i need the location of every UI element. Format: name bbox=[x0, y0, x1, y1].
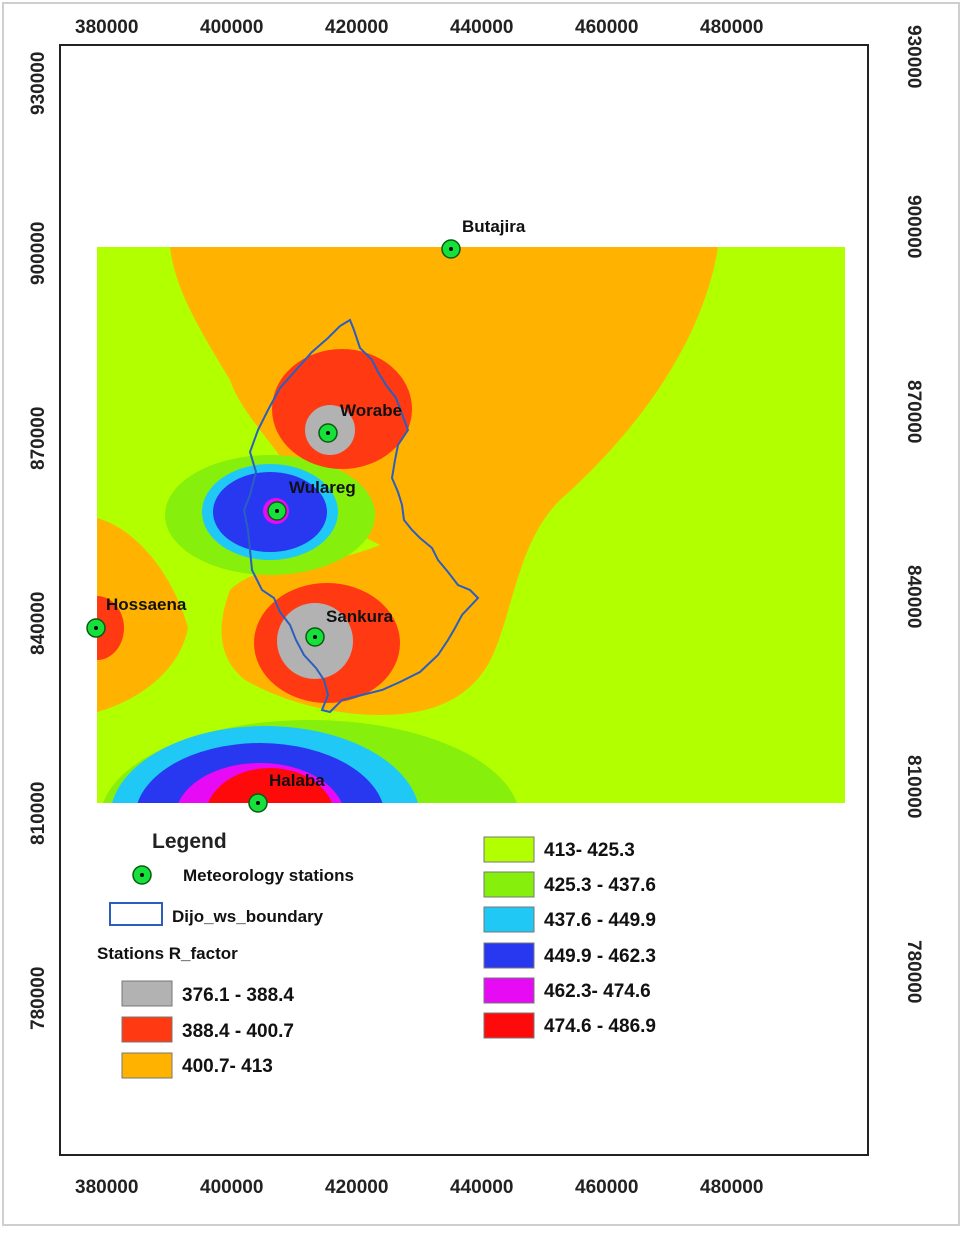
legend-boundary-label: Dijo_ws_boundary bbox=[172, 907, 324, 926]
x-tick-top-4: 460000 bbox=[575, 17, 638, 38]
y-tick-right-4: 810000 bbox=[903, 755, 924, 818]
y-tick-right-5: 780000 bbox=[903, 940, 924, 1003]
legend-class-label: 437.6 - 449.9 bbox=[544, 910, 656, 931]
x-tick-bottom-2: 420000 bbox=[325, 1177, 388, 1198]
boundary-legend-icon bbox=[110, 903, 162, 925]
y-tick-right-1: 900000 bbox=[903, 195, 924, 258]
station-label-worabe: Worabe bbox=[340, 401, 402, 420]
legend-stations-label: Meteorology stations bbox=[183, 866, 354, 885]
legend-swatch bbox=[484, 837, 534, 862]
legend-class-label: 449.9 - 462.3 bbox=[544, 946, 656, 967]
legend-class-label: 425.3 - 437.6 bbox=[544, 875, 656, 896]
x-tick-top-0: 380000 bbox=[75, 17, 138, 38]
x-tick-top-1: 400000 bbox=[200, 17, 263, 38]
y-tick-left-1: 900000 bbox=[28, 222, 49, 285]
y-tick-right-2: 870000 bbox=[903, 380, 924, 443]
y-tick-left-3: 840000 bbox=[28, 592, 49, 655]
legend-class-0: 376.1 - 388.4 bbox=[122, 981, 294, 1006]
y-tick-right-3: 840000 bbox=[903, 565, 924, 628]
legend-swatch bbox=[484, 872, 534, 897]
legend-classes-title: Stations R_factor bbox=[97, 944, 238, 963]
station-label-sankura: Sankura bbox=[326, 607, 394, 626]
legend-title: Legend bbox=[152, 830, 227, 853]
station-label-wulareg: Wulareg bbox=[289, 478, 356, 497]
x-tick-top-2: 420000 bbox=[325, 17, 388, 38]
legend-swatch bbox=[484, 978, 534, 1003]
x-tick-bottom-5: 480000 bbox=[700, 1177, 763, 1198]
y-tick-left-2: 870000 bbox=[28, 407, 49, 470]
x-tick-bottom-3: 440000 bbox=[450, 1177, 513, 1198]
legend-class-label: 376.1 - 388.4 bbox=[182, 985, 294, 1006]
legend-class-label: 388.4 - 400.7 bbox=[182, 1021, 294, 1042]
legend-class-8: 474.6 - 486.9 bbox=[484, 1013, 656, 1038]
y-tick-left-0: 930000 bbox=[28, 52, 49, 115]
legend-class-6: 449.9 - 462.3 bbox=[484, 943, 656, 968]
legend-swatch bbox=[122, 1053, 172, 1078]
legend-class-label: 474.6 - 486.9 bbox=[544, 1016, 656, 1037]
x-tick-top-3: 440000 bbox=[450, 17, 513, 38]
legend-swatch bbox=[484, 943, 534, 968]
station-label-hossaena: Hossaena bbox=[106, 595, 187, 614]
legend-swatch bbox=[122, 981, 172, 1006]
legend-class-7: 462.3- 474.6 bbox=[484, 978, 651, 1003]
y-tick-left-5: 780000 bbox=[28, 967, 49, 1030]
x-tick-bottom-1: 400000 bbox=[200, 1177, 263, 1198]
legend-class-5: 437.6 - 449.9 bbox=[484, 907, 656, 932]
legend-swatch bbox=[484, 1013, 534, 1038]
station-label-halaba: Halaba bbox=[269, 771, 325, 790]
legend-class-2: 400.7- 413 bbox=[122, 1053, 273, 1078]
station-label-butajira: Butajira bbox=[462, 217, 526, 236]
legend-class-1: 388.4 - 400.7 bbox=[122, 1017, 294, 1042]
x-tick-bottom-0: 380000 bbox=[75, 1177, 138, 1198]
x-tick-bottom-4: 460000 bbox=[575, 1177, 638, 1198]
y-tick-right-0: 930000 bbox=[903, 25, 924, 88]
legend-class-label: 413- 425.3 bbox=[544, 840, 635, 861]
x-tick-top-5: 480000 bbox=[700, 17, 763, 38]
legend-class-3: 413- 425.3 bbox=[484, 837, 635, 862]
legend-class-label: 400.7- 413 bbox=[182, 1056, 273, 1077]
legend-swatch bbox=[484, 907, 534, 932]
y-tick-left-4: 810000 bbox=[28, 782, 49, 845]
legend-class-4: 425.3 - 437.6 bbox=[484, 872, 656, 897]
legend-swatch bbox=[122, 1017, 172, 1042]
legend-class-label: 462.3- 474.6 bbox=[544, 981, 651, 1002]
